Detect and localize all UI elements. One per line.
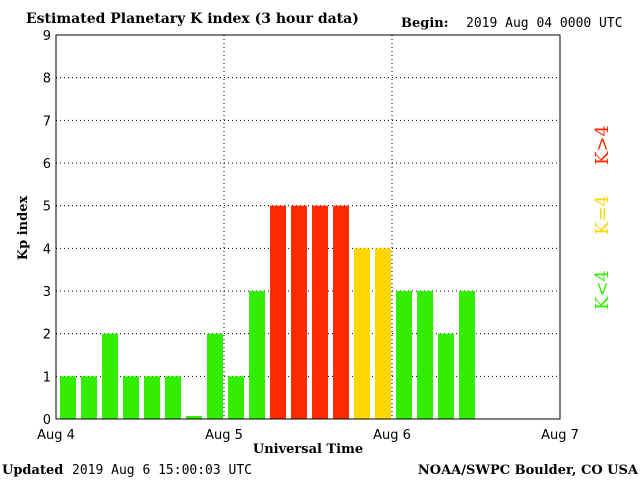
legend-equal: K=4 [592,195,613,235]
kp-bar [459,291,475,419]
kp-bar [144,376,160,419]
y-tick-label: 3 [43,285,51,300]
kp-bar [207,333,223,419]
kp-bar [228,376,244,419]
updated-value: 2019 Aug 6 15:00:03 UTC [72,463,252,478]
kp-bar [270,205,286,419]
legend-high: K>4 [592,125,613,165]
kp-bar [81,376,97,419]
kp-bar [165,376,181,419]
kp-bar [60,376,76,419]
y-tick-label: 8 [43,72,51,87]
y-tick-label: 9 [43,29,51,44]
kp-bar [186,416,202,419]
source-credit: NOAA/SWPC Boulder, CO USA [418,463,639,478]
x-tick-label: Aug 4 [37,428,75,443]
begin-value: 2019 Aug 04 0000 UTC [466,16,623,31]
y-tick-label: 1 [43,370,51,385]
x-tick-label: Aug 5 [205,428,243,443]
kp-bar [291,205,307,419]
kp-bar [102,333,118,419]
updated-label: Updated [2,463,63,478]
x-tick-labels: Aug 4 Aug 5 Aug 6 Aug 7 [37,428,579,443]
y-axis-label: Kp index [16,196,31,261]
kp-bar [123,376,139,419]
kp-bar [249,291,265,419]
y-tick-label: 2 [43,328,51,343]
grid-lines [56,35,560,419]
x-tick-label: Aug 6 [373,428,411,443]
kp-bar [375,248,391,419]
x-axis-label: Universal Time [253,442,363,457]
begin-label: Begin: [401,16,449,31]
y-tick-label: 5 [43,200,51,215]
kp-bar [396,291,412,419]
kp-bar [417,291,433,419]
kp-bar [438,333,454,419]
legend-low: K<4 [592,270,613,310]
x-tick-label: Aug 7 [541,428,579,443]
kp-bar [354,248,370,419]
y-tick-label: 4 [43,242,51,257]
bars-group [60,205,475,419]
y-tick-labels: 0 1 2 3 4 5 6 7 8 9 [43,29,51,428]
plot-frame [55,34,561,420]
chart-title: Estimated Planetary K index (3 hour data… [26,11,359,27]
y-tick-label: 6 [43,157,51,172]
kp-bar [312,205,328,419]
kp-bar [333,205,349,419]
y-tick-label: 7 [43,114,51,129]
y-tick-label: 0 [43,413,51,428]
